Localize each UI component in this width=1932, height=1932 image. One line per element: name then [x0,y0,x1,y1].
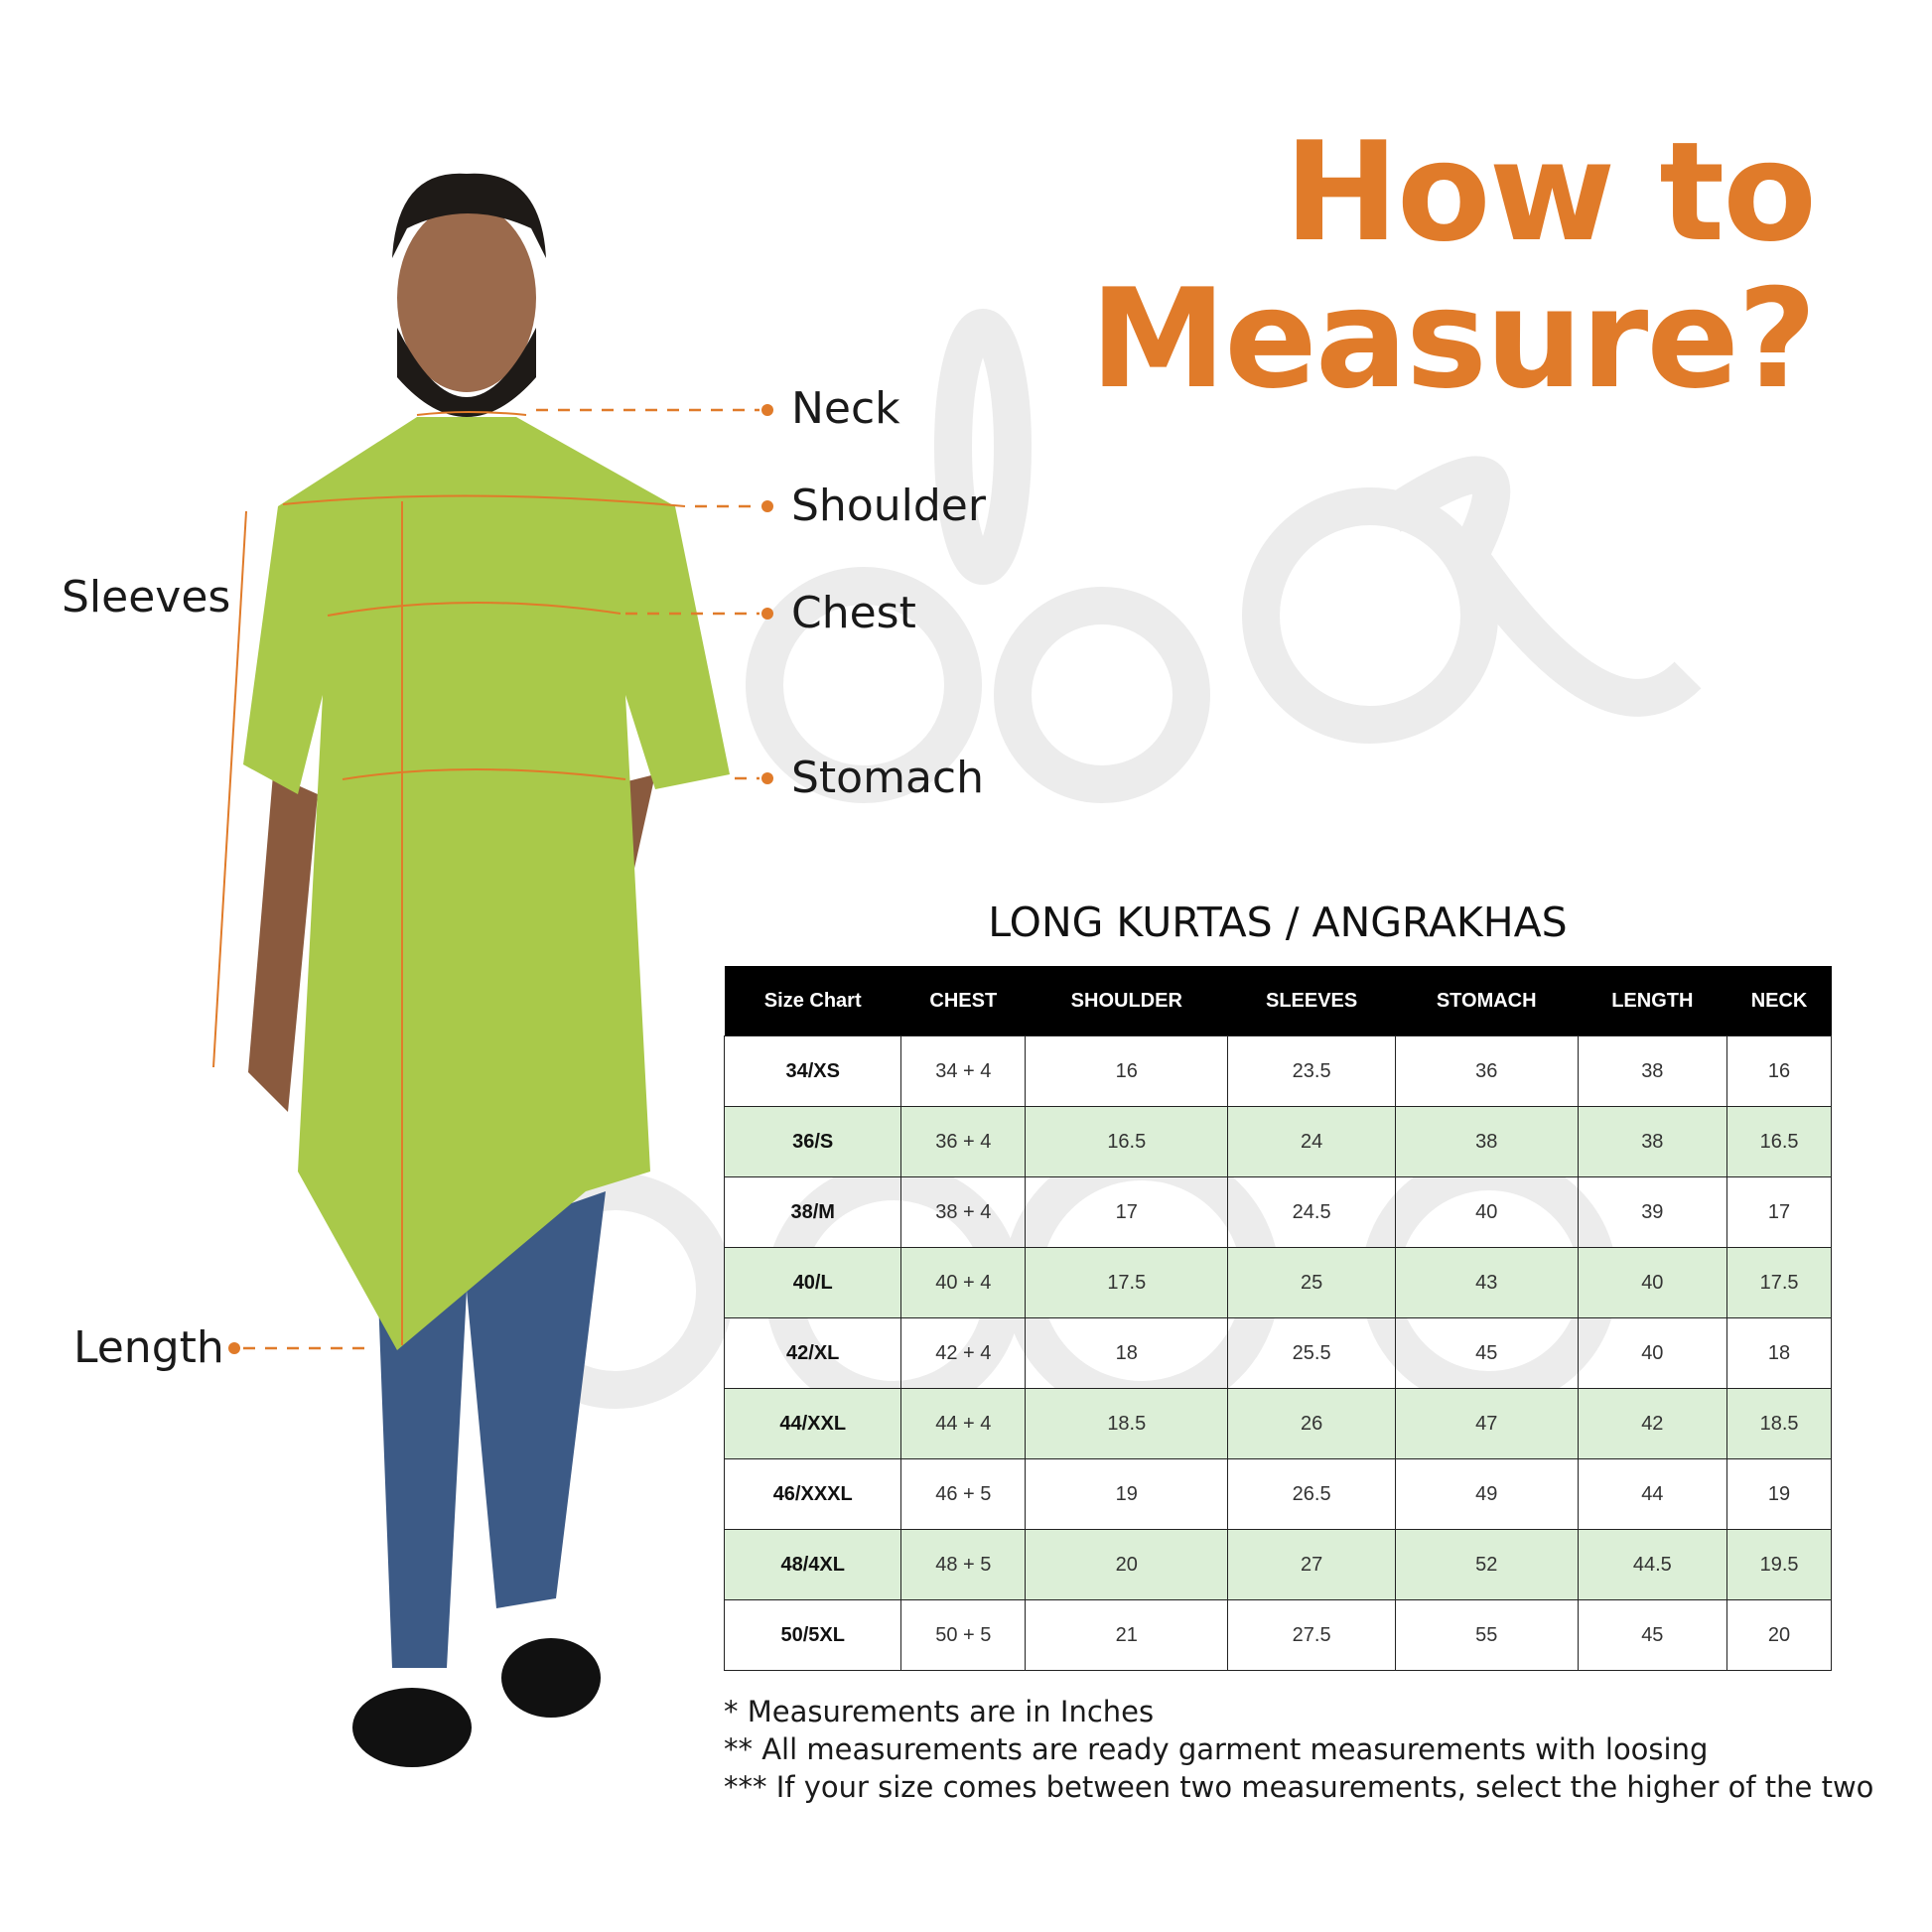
footnote: ** All measurements are ready garment me… [724,1732,1709,1766]
measurement-cell: 45 [1577,1599,1728,1671]
table-row: 40/L 40 + 4 17.5 25 43 40 17.5 [723,1247,1832,1318]
measurement-cell: 55 [1394,1599,1579,1671]
measurement-cell: 26.5 [1227,1458,1396,1530]
size-chart-table: Size Chart CHEST SHOULDER SLEEVES STOMACH LEN… [723,966,1832,1671]
measurement-cell: 44 + 4 [900,1388,1027,1459]
table-row: 48/4XL 48 + 5 20 27 52 44.5 19.5 [723,1529,1832,1600]
measurement-cell: 16.5 [1726,1106,1832,1177]
measurement-cell: 42 [1577,1388,1728,1459]
measurement-cell: 16.5 [1025,1106,1229,1177]
measurement-cell: 27 [1227,1529,1396,1600]
size-cell: 34/XS [723,1035,902,1107]
measurement-cell: 17.5 [1726,1247,1832,1318]
label-chest: Chest [791,588,916,638]
label-neck: Neck [791,383,900,434]
measurement-cell: 25.5 [1227,1317,1396,1389]
size-cell: 50/5XL [723,1599,902,1671]
footnotes: * Measurements are in Inches ** All meas… [724,1693,1873,1806]
measurement-cell: 21 [1025,1599,1229,1671]
measurement-cell: 40 [1394,1176,1579,1248]
measurement-cell: 19 [1726,1458,1832,1530]
table-header-row: Size Chart CHEST SHOULDER SLEEVES STOMACH LEN… [724,966,1832,1036]
label-stomach: Stomach [791,753,985,803]
measurement-cell: 50 + 5 [900,1599,1027,1671]
measurement-cell: 16 [1726,1035,1832,1107]
size-cell: 48/4XL [723,1529,902,1600]
column-header: Size Chart [724,966,901,1036]
measurement-cell: 36 [1394,1035,1579,1107]
label-length: Length [73,1322,224,1373]
measurement-cell: 24 [1227,1106,1396,1177]
measurement-cell: 20 [1025,1529,1229,1600]
column-header: LENGTH [1578,966,1727,1036]
title-line-2: Measure? [1089,259,1817,419]
table-row: 46/XXXL 46 + 5 19 26.5 49 44 19 [723,1458,1832,1530]
measurement-cell: 44.5 [1577,1529,1728,1600]
measurement-cell: 17 [1726,1176,1832,1248]
size-cell: 38/M [723,1176,902,1248]
measurement-cell: 18.5 [1025,1388,1229,1459]
measurement-cell: 39 [1577,1176,1728,1248]
size-cell: 44/XXL [723,1388,902,1459]
measurement-cell: 25 [1227,1247,1396,1318]
measurement-cell: 18.5 [1726,1388,1832,1459]
measurement-cell: 38 [1394,1106,1579,1177]
size-cell: 42/XL [723,1317,902,1389]
measurement-cell: 23.5 [1227,1035,1396,1107]
measurement-cell: 38 [1577,1106,1728,1177]
measurement-cell: 26 [1227,1388,1396,1459]
size-cell: 40/L [723,1247,902,1318]
column-header: SHOULDER [1025,966,1228,1036]
table-title: LONG KURTAS / ANGRAKHAS [988,898,1568,946]
table-row: 44/XXL 44 + 4 18.5 26 47 42 18.5 [723,1388,1832,1459]
measurement-cell: 47 [1394,1388,1579,1459]
table-row: 38/M 38 + 4 17 24.5 40 39 17 [723,1176,1832,1248]
measurement-cell: 24.5 [1227,1176,1396,1248]
measurement-cell: 16 [1025,1035,1229,1107]
measurement-cell: 18 [1025,1317,1229,1389]
measurement-cell: 20 [1726,1599,1832,1671]
column-header: STOMACH [1395,966,1579,1036]
measurement-cell: 17 [1025,1176,1229,1248]
measurement-cell: 19 [1025,1458,1229,1530]
measurement-cell: 45 [1394,1317,1579,1389]
measurement-cell: 40 [1577,1247,1728,1318]
measurement-cell: 18 [1726,1317,1832,1389]
measurement-cell: 27.5 [1227,1599,1396,1671]
column-header: NECK [1726,966,1832,1036]
label-shoulder: Shoulder [791,481,986,531]
measurement-cell: 42 + 4 [900,1317,1027,1389]
column-header: CHEST [900,966,1026,1036]
measurement-cell: 52 [1394,1529,1579,1600]
measurement-cell: 43 [1394,1247,1579,1318]
table-row: 42/XL 42 + 4 18 25.5 45 40 18 [723,1317,1832,1389]
measurement-cell: 34 + 4 [900,1035,1027,1107]
measurement-cell: 40 [1577,1317,1728,1389]
measurement-cell: 19.5 [1726,1529,1832,1600]
page-title: How to Measure? [1089,112,1817,419]
label-sleeves: Sleeves [62,572,231,622]
table-row: 34/XS 34 + 4 16 23.5 36 38 16 [723,1035,1832,1107]
measurement-cell: 38 + 4 [900,1176,1027,1248]
title-line-1: How to [1284,112,1817,272]
footnote: * Measurements are in Inches [724,1695,1155,1728]
measurement-cell: 48 + 5 [900,1529,1027,1600]
measurement-cell: 36 + 4 [900,1106,1027,1177]
size-cell: 36/S [723,1106,902,1177]
measurement-cell: 40 + 4 [900,1247,1027,1318]
measurement-cell: 49 [1394,1458,1579,1530]
table-row: 36/S 36 + 4 16.5 24 38 38 16.5 [723,1106,1832,1177]
table-row: 50/5XL 50 + 5 21 27.5 55 45 20 [723,1599,1832,1671]
column-header: SLEEVES [1227,966,1396,1036]
measurement-cell: 38 [1577,1035,1728,1107]
measurement-cell: 44 [1577,1458,1728,1530]
measurement-cell: 46 + 5 [900,1458,1027,1530]
footnote: *** If your size comes between two measu… [724,1770,1874,1804]
size-cell: 46/XXXL [723,1458,902,1530]
measurement-cell: 17.5 [1025,1247,1229,1318]
